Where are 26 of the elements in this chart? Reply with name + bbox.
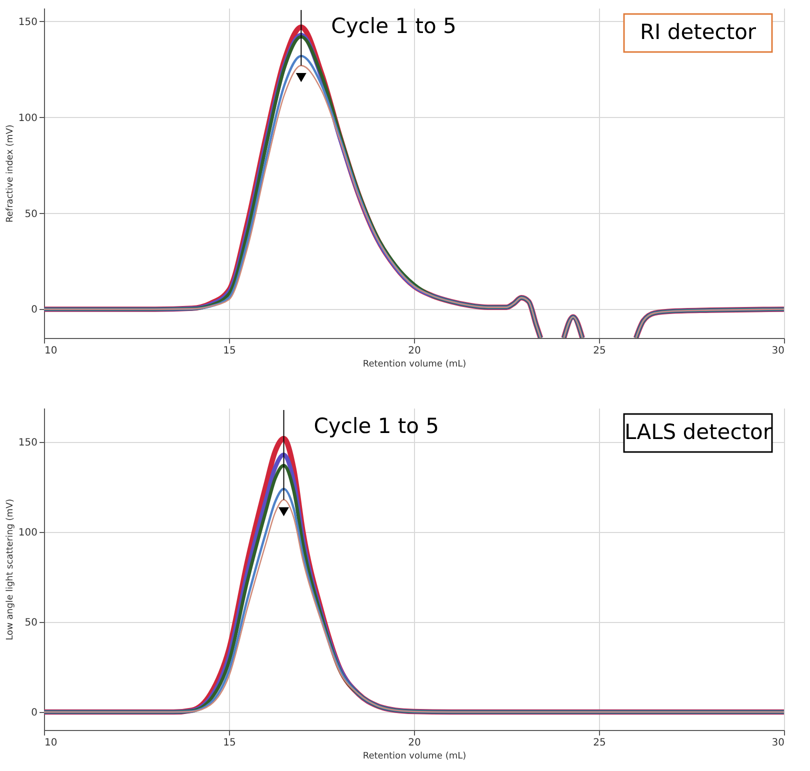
x-tick-label: 15 — [223, 346, 236, 356]
annotation: LALS detector — [624, 420, 772, 444]
x-tick-label: 10 — [44, 738, 58, 748]
annotation: Cycle 1 to 5 — [331, 14, 456, 38]
y-tick-label: 50 — [24, 618, 38, 629]
x-tick-label: 10 — [44, 346, 58, 356]
x-axis-title: Retention volume (mL) — [362, 752, 466, 762]
annotation: Cycle 1 to 5 — [314, 414, 439, 438]
x-tick-label: 30 — [772, 346, 784, 356]
x-tick-label: 25 — [593, 738, 606, 748]
annotation: RI detector — [640, 20, 756, 44]
y-tick-label: 0 — [31, 708, 38, 719]
y-tick-label: 100 — [18, 528, 38, 539]
y-tick-label: 50 — [24, 208, 38, 220]
x-tick-label: 20 — [408, 346, 421, 356]
y-tick-label: 150 — [18, 16, 38, 28]
y-axis-title: Refractive index (mV) — [5, 124, 16, 222]
x-tick-label: 15 — [223, 738, 236, 748]
y-axis-title: Low angle light scattering (mV) — [5, 498, 16, 640]
y-tick-label: 100 — [18, 112, 38, 124]
y-tick-label: 0 — [31, 304, 38, 316]
x-tick-label: 25 — [593, 346, 606, 356]
x-axis-title: Retention volume (mL) — [362, 360, 466, 370]
x-tick-label: 20 — [408, 738, 421, 748]
x-tick-label: 30 — [772, 738, 784, 748]
y-tick-label: 150 — [18, 438, 38, 449]
